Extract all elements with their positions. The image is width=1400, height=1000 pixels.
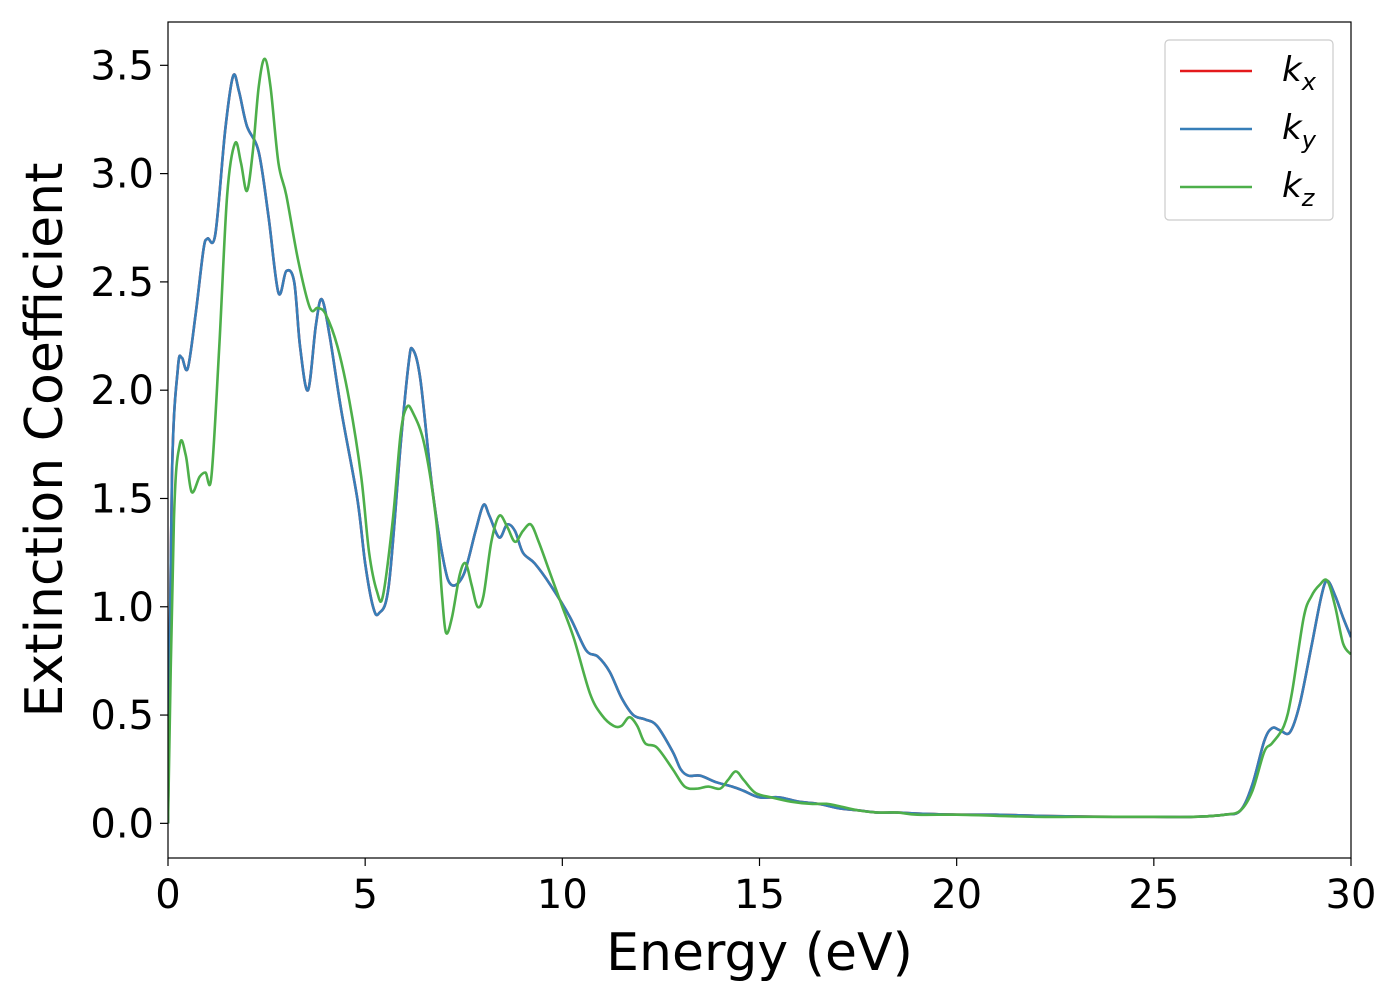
y-tick-label: 3.5: [90, 43, 154, 89]
y-tick-label: 1.5: [90, 476, 154, 522]
y-tick-label: 2.5: [90, 260, 154, 306]
x-axis-label: Energy (eV): [606, 923, 913, 983]
plot-frame: [167, 21, 1352, 859]
series-layer: [168, 57, 1351, 824]
legend-label-kx: kx: [1282, 50, 1317, 96]
x-tick-label: 20: [931, 872, 982, 918]
legend-label-kz: kz: [1282, 166, 1316, 212]
x-tick-label: 30: [1326, 872, 1377, 918]
x-tick-label: 5: [352, 872, 377, 918]
x-tick-label: 0: [155, 872, 180, 918]
legend-label-ky: ky: [1282, 108, 1317, 154]
y-axis-label: Extinction Coefficient: [15, 163, 75, 718]
x-tick-label: 25: [1128, 872, 1179, 918]
ticks-layer: 0 5 10 15 20 25 30 0.0 0.5 1.0 1.5 2.0 2.5 3.0 3.5: [90, 43, 1376, 918]
y-tick-label: 2.0: [90, 368, 154, 414]
x-tick-label: 15: [734, 872, 785, 918]
x-tick-label: 10: [537, 872, 588, 918]
y-tick-label: 0.5: [90, 693, 154, 739]
series-line-k-z: [168, 57, 1351, 824]
y-tick-label: 0.0: [90, 801, 154, 847]
y-tick-label: 1.0: [90, 585, 154, 631]
y-tick-label: 3.0: [90, 152, 154, 198]
legend: kx ky kz: [1164, 39, 1334, 221]
